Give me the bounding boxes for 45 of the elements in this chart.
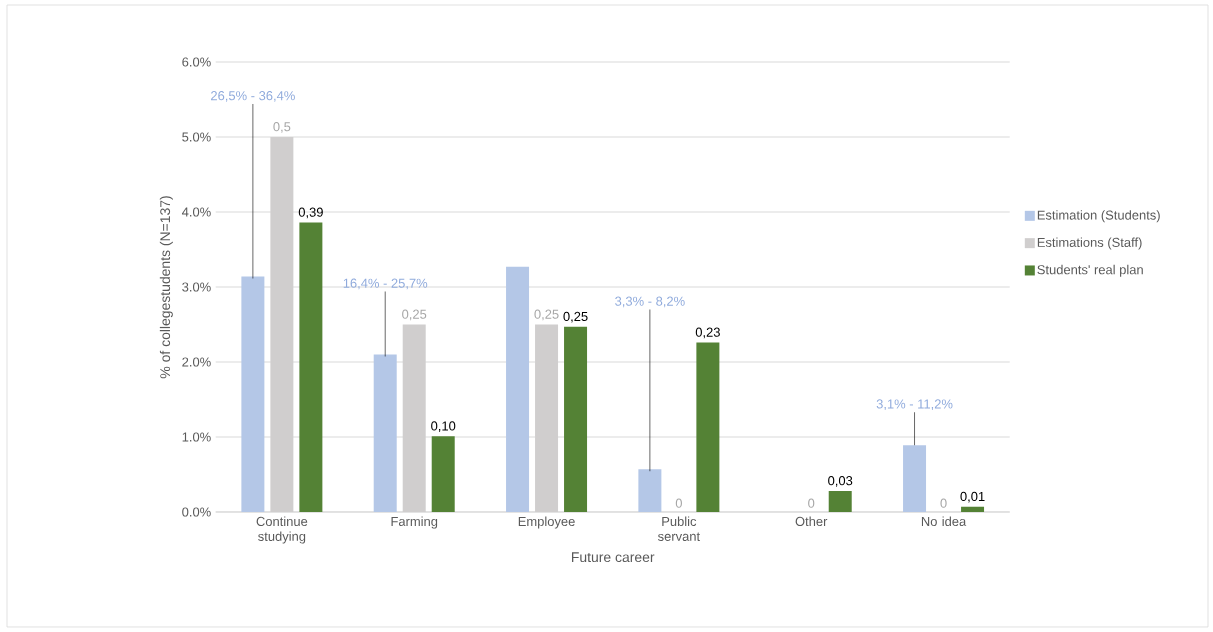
bar (638, 469, 662, 512)
bar (696, 342, 720, 512)
y-tick-label: 1.0% (182, 432, 211, 442)
annotation: 0,01 (960, 491, 985, 503)
annotation: 0 (675, 498, 682, 508)
x-tick-label: Public servant (658, 516, 701, 541)
bar (299, 222, 323, 512)
annotation: 0,25 (534, 309, 559, 321)
y-tick-label: 3.0% (182, 282, 211, 292)
y-tick-label: 5.0% (182, 132, 211, 142)
annotation: 16,4% - 25,7% (343, 278, 428, 290)
x-tick-label: Farming (391, 516, 438, 529)
annotation: 0,03 (828, 476, 853, 487)
annotation: 0,39 (298, 207, 323, 219)
x-tick-label: Other (795, 516, 828, 527)
bar (961, 506, 985, 512)
y-tick-label: 6.0% (182, 57, 211, 67)
annotation: 0,25 (563, 311, 588, 323)
bar (903, 445, 927, 512)
bar (241, 276, 265, 512)
legend-label: Students' real plan (1037, 264, 1143, 277)
annotation: 0 (940, 498, 947, 508)
bar (828, 490, 852, 512)
annotation: 3,1% - 11,2% (876, 399, 953, 411)
bar (564, 326, 588, 512)
annotation: 0,25 (402, 309, 427, 321)
bar (431, 436, 455, 512)
x-tick-label: Continue studying (256, 516, 308, 544)
bar (506, 266, 530, 512)
legend-label: Estimations (Staff) (1037, 237, 1142, 250)
bar (373, 354, 397, 512)
x-axis-title: Future career (571, 552, 655, 563)
annotation: 0,23 (695, 327, 720, 339)
x-tick-label: Employee (518, 516, 575, 529)
legend-label: Estimation (Students) (1037, 210, 1160, 223)
annotation: 3,3% - 8,2% (615, 296, 685, 308)
x-tick-label: No idea (921, 516, 967, 527)
annotation: 0,5 (273, 122, 291, 133)
annotation: 0,10 (431, 421, 456, 433)
y-tick-label: 2.0% (182, 357, 211, 367)
annotation: 0 (808, 498, 815, 508)
y-tick-label: 4.0% (181, 207, 211, 217)
y-axis-title: % of collegestudents (N=137) (159, 196, 173, 379)
y-tick-label: 0.0% (182, 507, 211, 517)
annotation: 26,5% - 36,4% (211, 91, 295, 102)
